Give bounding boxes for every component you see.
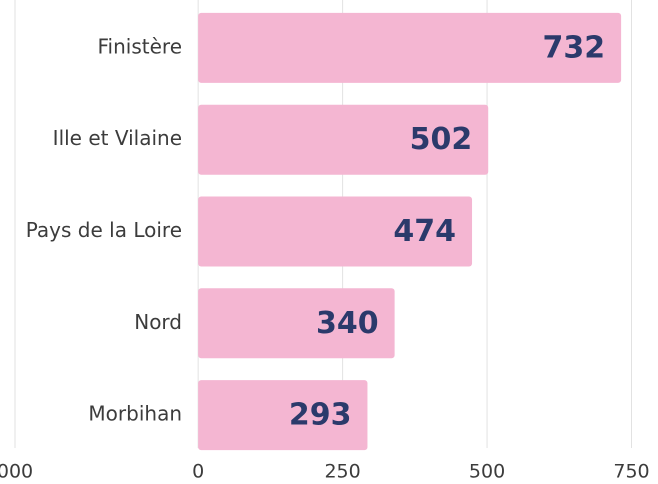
value-label: 732 — [542, 30, 605, 65]
category-label: Finistère — [98, 34, 183, 58]
category-label: Pays de la Loire — [26, 218, 182, 242]
bar — [198, 288, 395, 359]
value-label: 293 — [289, 398, 352, 433]
value-label: 340 — [316, 306, 379, 341]
bar — [198, 104, 489, 175]
bar — [198, 380, 368, 451]
x-tick-label: 750 — [613, 461, 649, 483]
x-tick-label: 250 — [324, 461, 360, 483]
x-tick-label: 500 — [469, 461, 505, 483]
bar — [198, 12, 622, 83]
value-label: 502 — [410, 122, 473, 157]
x-tick-label: 000 — [0, 461, 33, 483]
category-label: Ille et Vilaine — [53, 126, 182, 150]
bar — [198, 196, 473, 267]
category-label: Nord — [134, 310, 182, 334]
value-label: 474 — [393, 214, 456, 249]
category-label: Morbihan — [88, 402, 182, 426]
x-tick-label: 0 — [192, 461, 204, 483]
